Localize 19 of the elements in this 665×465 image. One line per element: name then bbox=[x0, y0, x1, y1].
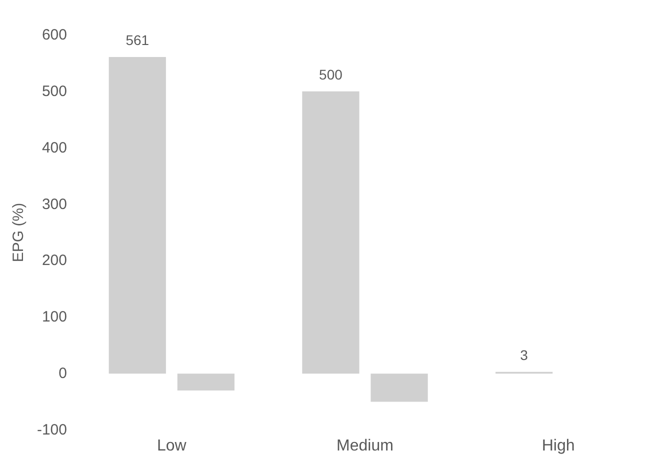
data-label: 500 bbox=[319, 66, 343, 82]
bar bbox=[177, 374, 234, 390]
y-tick-label: 100 bbox=[42, 308, 67, 326]
y-tick-label: 0 bbox=[58, 365, 67, 382]
y-tick-label: 300 bbox=[42, 196, 67, 213]
y-tick-label: -100 bbox=[36, 422, 67, 438]
y-axis-title: EPG (%) bbox=[10, 202, 28, 262]
x-tick-label: High bbox=[542, 438, 575, 454]
bar bbox=[108, 57, 166, 374]
y-tick-label: 600 bbox=[42, 26, 67, 44]
y-tick-label: 500 bbox=[42, 82, 67, 100]
data-label: 561 bbox=[126, 32, 150, 48]
bar bbox=[302, 91, 360, 374]
y-tick-label: 200 bbox=[42, 252, 67, 270]
x-tick-label: Low bbox=[156, 438, 187, 454]
bar bbox=[370, 374, 428, 402]
y-tick-label: 400 bbox=[42, 139, 67, 156]
x-tick-label: Medium bbox=[336, 438, 394, 454]
data-label: 3 bbox=[520, 346, 528, 363]
